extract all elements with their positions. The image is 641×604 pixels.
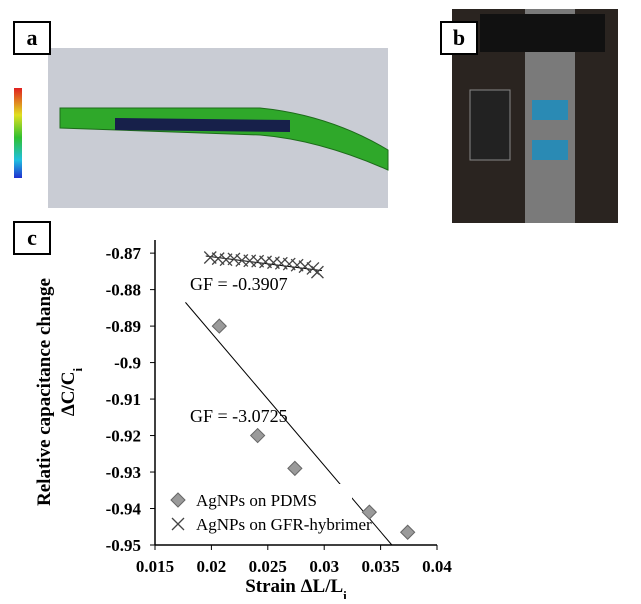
panel-label-box bbox=[13, 221, 51, 255]
x-label-main: Strain ΔL/L bbox=[245, 576, 343, 597]
x-tick-label: 0.03 bbox=[309, 557, 339, 576]
y-tick-label: -0.95 bbox=[106, 536, 141, 555]
x-tick-label: 0.04 bbox=[422, 557, 452, 576]
diamond-marker bbox=[399, 524, 416, 540]
cross-marker bbox=[171, 517, 185, 531]
colorbar bbox=[14, 88, 22, 178]
x-label: Strain ΔL/Li bbox=[245, 576, 347, 599]
x-tick-label: 0.025 bbox=[249, 557, 287, 576]
panel-label-box bbox=[440, 21, 478, 55]
x-tick-label: 0.02 bbox=[197, 557, 227, 576]
clip bbox=[532, 140, 568, 160]
diamond-marker bbox=[361, 504, 378, 520]
panel-label: c bbox=[27, 225, 37, 250]
x-tick-label: 0.015 bbox=[136, 557, 174, 576]
y-tick-label: -0.92 bbox=[106, 427, 141, 446]
y-tick-label: -0.87 bbox=[106, 244, 142, 263]
y-tick-label: -0.91 bbox=[106, 390, 141, 409]
sensor bbox=[115, 118, 290, 132]
legend-box bbox=[162, 484, 352, 540]
y-label-sub: i bbox=[70, 367, 85, 371]
clip bbox=[532, 100, 568, 120]
fit-line bbox=[185, 302, 393, 546]
extensometer bbox=[469, 89, 511, 161]
cross-marker bbox=[211, 252, 225, 266]
annotation: GF = -3.0725 bbox=[190, 406, 288, 426]
annotation: GF = -0.3907 bbox=[190, 274, 288, 294]
machine-head bbox=[480, 14, 605, 52]
y-tick-label: -0.88 bbox=[106, 281, 141, 300]
y-label-main: ΔC/C bbox=[58, 371, 79, 416]
legend-label: AgNPs on PDMS bbox=[196, 491, 317, 510]
panel-label: b bbox=[453, 25, 465, 50]
x-tick-label: 0.035 bbox=[361, 557, 399, 576]
cross-marker bbox=[282, 257, 296, 271]
panel-label: a bbox=[27, 25, 38, 50]
y-tick-label: -0.89 bbox=[106, 317, 141, 336]
diamond-marker bbox=[287, 460, 303, 477]
legend-label: AgNPs on GFR-hybrimer bbox=[196, 515, 372, 534]
cross-marker bbox=[290, 258, 304, 272]
y-label: Relative capacitance change bbox=[34, 278, 55, 506]
cross-marker bbox=[227, 252, 241, 266]
y-tick-label: -0.93 bbox=[106, 463, 141, 482]
y-tick-label: -0.94 bbox=[106, 500, 142, 519]
x-label-sub: i bbox=[343, 588, 347, 600]
panel-label-box bbox=[13, 21, 51, 55]
y-tick-label: -0.9 bbox=[114, 354, 141, 373]
diamond-marker bbox=[211, 318, 228, 334]
cross-marker bbox=[310, 265, 324, 279]
diamond-marker bbox=[170, 492, 186, 508]
y-label: ΔC/Ci bbox=[58, 367, 85, 416]
cross-marker bbox=[203, 251, 217, 264]
diamond-marker bbox=[249, 427, 266, 444]
cross-marker bbox=[298, 260, 312, 274]
